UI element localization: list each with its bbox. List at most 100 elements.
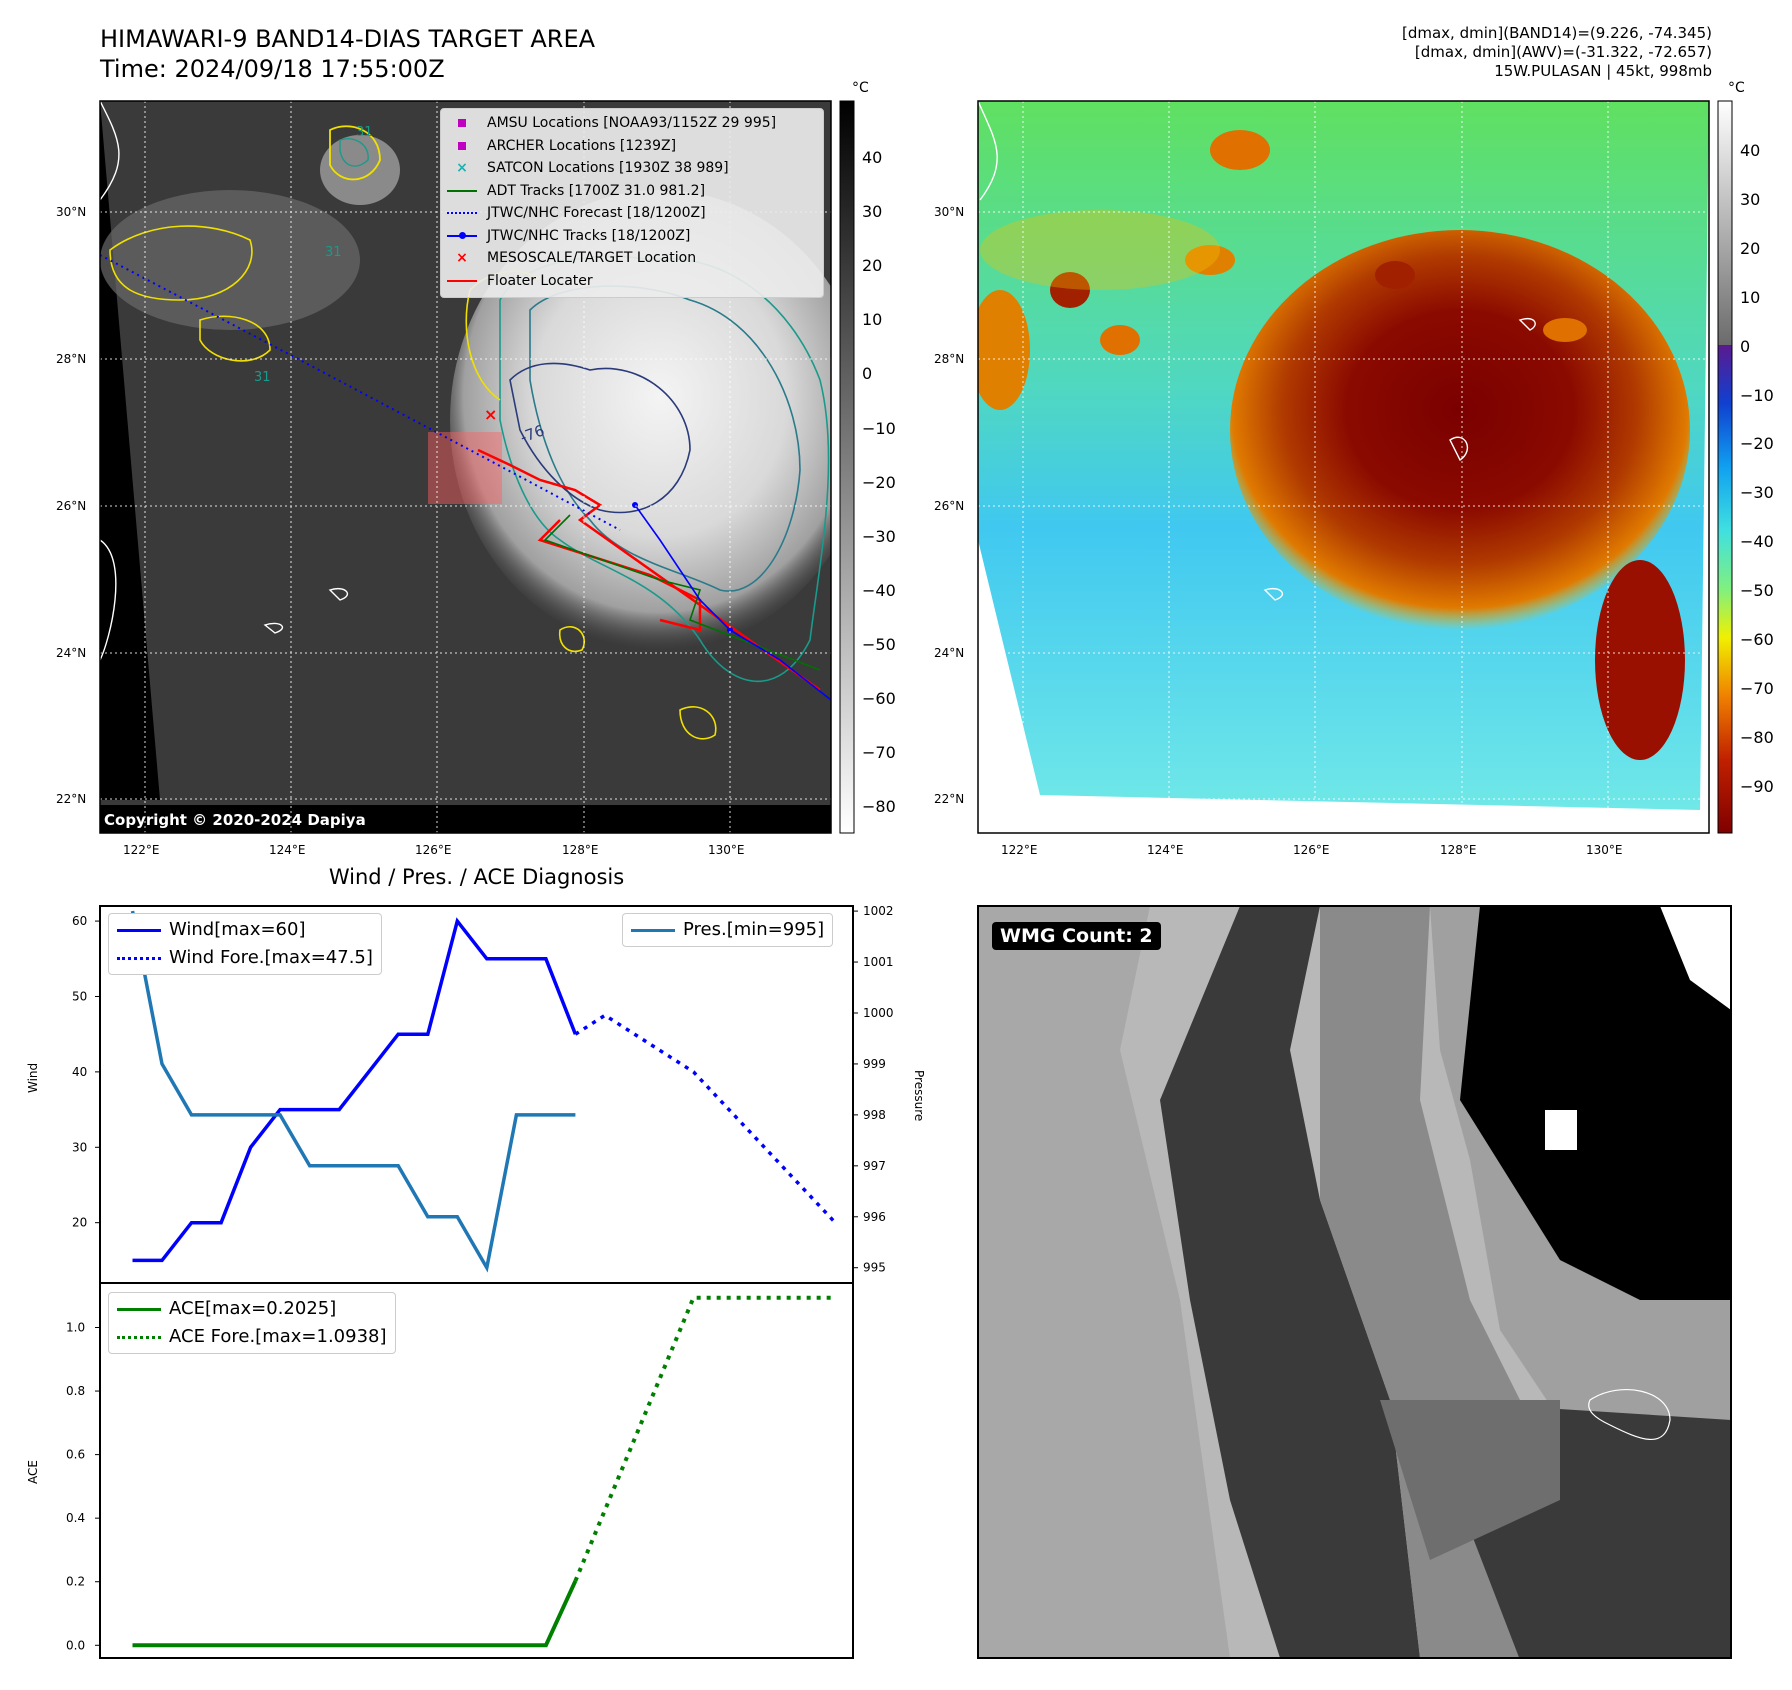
ace-ylabel: ACE: [26, 1460, 40, 1484]
awv-colorbar-tick: −10: [1740, 385, 1774, 405]
ace-ytick-label: 0.4: [66, 1511, 85, 1525]
awv-colorbar-tick: −30: [1740, 483, 1774, 503]
legend-label: JTWC/NHC Tracks [18/1200Z]: [487, 227, 691, 244]
legend-label: JTWC/NHC Forecast [18/1200Z]: [487, 205, 706, 222]
legend-swatch-ace: [117, 1307, 161, 1311]
ytick-label: 30: [72, 1140, 87, 1154]
ir-colorbar-tick: −10: [862, 418, 896, 438]
awv-colorbar-tick: −70: [1740, 678, 1774, 698]
lon-label: 124°E: [1147, 843, 1184, 857]
awv-colorbar-tick: −90: [1740, 776, 1774, 796]
ace-ytick-label: 0.0: [66, 1638, 85, 1652]
lat-label: 30°N: [56, 205, 87, 219]
contour-label: 31: [356, 125, 373, 140]
wind-pressure-plot: 20 30 40 50 60 995 996 997 998 999 1000 1001 1002: [72, 904, 894, 1275]
ir-colorbar-tick: 30: [862, 202, 883, 222]
ytick-label: 20: [72, 1216, 87, 1230]
awv-colorbar-unit: °C: [1728, 80, 1745, 96]
awv-image: [978, 101, 1709, 833]
lon-label: 128°E: [562, 843, 599, 857]
lon-label: 126°E: [1293, 843, 1330, 857]
lat-label: 30°N: [934, 205, 965, 219]
ace-ytick-label: 0.6: [66, 1448, 85, 1462]
legend-entry: AMSU Locations [NOAA93/1152Z 29 995]: [447, 112, 817, 135]
awv-colorbar-bottom: [1718, 345, 1732, 833]
ir-title-line1: HIMAWARI-9 BAND14-DIAS TARGET AREA: [100, 25, 596, 53]
lat-label: 24°N: [934, 646, 965, 660]
awv-colorbar-tick: 40: [1740, 141, 1761, 160]
legend-label-wind: Wind[max=60]: [169, 919, 306, 940]
lon-label: 122°E: [1001, 843, 1038, 857]
awv-info-line3: 15W.PULASAN | 45kt, 998mb: [1494, 62, 1712, 80]
awv-colorbar-tick: 20: [1740, 238, 1761, 258]
ytick-right-label: 1001: [863, 955, 894, 969]
ytick-right-label: 996: [863, 1210, 886, 1224]
lon-label: 124°E: [269, 843, 306, 857]
ir-colorbar-tick: 20: [862, 256, 883, 276]
copyright-text: Copyright © 2020-2024 Dapiya: [104, 811, 366, 829]
lat-label: 28°N: [934, 352, 965, 366]
legend-entry: Floater Locater: [447, 270, 817, 293]
ytick-right-label: 998: [863, 1108, 886, 1122]
wind-ylabel: Wind: [26, 1062, 40, 1093]
svg-text:×: ×: [484, 405, 497, 424]
legend-marker: [447, 115, 477, 131]
awv-info-line2: [dmax, dmin](AWV)=(-31.322, -72.657): [1414, 43, 1712, 61]
wmg-count-label: WMG Count: 2: [992, 922, 1161, 950]
awv-colorbar-top: [1718, 101, 1732, 345]
series-line-1: [574, 1013, 837, 1224]
wmg-image: [978, 906, 1731, 1658]
legend-label-ace: ACE[max=0.2025]: [169, 1298, 337, 1319]
lon-label: 122°E: [123, 843, 160, 857]
ir-colorbar-tick: 0: [862, 364, 873, 384]
awv-colorbar-tick: 10: [1740, 287, 1761, 307]
ir-colorbar-tick: −40: [862, 580, 896, 600]
pressure-ylabel: Pressure: [912, 1070, 926, 1122]
awv-colorbar-tick: −60: [1740, 630, 1774, 649]
lat-label: 26°N: [56, 499, 87, 513]
lon-label: 130°E: [708, 843, 745, 857]
legend-entry: ADT Tracks [1700Z 31.0 981.2]: [447, 180, 817, 203]
legend-label: SATCON Locations [1930Z 38 989]: [487, 160, 729, 177]
lat-label: 26°N: [934, 499, 965, 513]
legend-label: AMSU Locations [NOAA93/1152Z 29 995]: [487, 115, 777, 132]
ir-colorbar-tick: 40: [862, 148, 883, 167]
legend-entry: JTWC/NHC Tracks [18/1200Z]: [447, 225, 817, 248]
awv-colorbar-tick: −80: [1740, 727, 1774, 747]
awv-colorbar-tick: 30: [1740, 189, 1761, 209]
ir-colorbar-tick: −80: [862, 797, 896, 817]
ir-colorbar-tick: 10: [862, 310, 883, 330]
legend-label-wind-forecast: Wind Fore.[max=47.5]: [169, 947, 373, 968]
ace-ytick-label: 1.0: [66, 1320, 85, 1334]
legend-swatch-ace-forecast: [117, 1335, 161, 1339]
ytick-label: 40: [72, 1065, 87, 1079]
ir-colorbar-tick: −60: [862, 689, 896, 708]
awv-colorbar-tick: −40: [1740, 532, 1774, 552]
legend-label: ADT Tracks [1700Z 31.0 981.2]: [487, 182, 706, 199]
ir-colorbar: [839, 100, 855, 834]
pressure-legend: Pres.[min=995]: [622, 913, 834, 947]
ir-colorbar-unit: °C: [852, 80, 869, 96]
series-line-2: [130, 910, 576, 1273]
ace-series-line-1: [573, 1295, 836, 1582]
ir-colorbar-tick: −50: [862, 634, 896, 654]
ace-plot: 0.0 0.2 0.4 0.6 0.8 1.0: [66, 1295, 836, 1652]
legend-swatch-wind-forecast: [117, 956, 161, 960]
lon-label: 130°E: [1586, 843, 1623, 857]
legend-marker: [447, 183, 477, 199]
legend-marker: ×: [456, 160, 468, 177]
ytick-label: 60: [72, 914, 87, 928]
ace-ytick-label: 0.2: [66, 1575, 85, 1589]
awv-info: [dmax, dmin](BAND14)=(9.226, -74.345) [d…: [1402, 24, 1712, 81]
ytick-right-label: 997: [863, 1159, 886, 1173]
ir-title-line2: Time: 2024/09/18 17:55:00Z: [100, 55, 445, 83]
legend-entry: × SATCON Locations [1930Z 38 989]: [447, 157, 817, 180]
awv-colorbar-tick: −20: [1740, 434, 1774, 454]
ytick-right-label: 999: [863, 1057, 886, 1071]
legend-label: ARCHER Locations [1239Z]: [487, 137, 677, 154]
legend-label-pressure: Pres.[min=995]: [683, 919, 825, 940]
legend-label-ace-forecast: ACE Fore.[max=1.0938]: [169, 1326, 387, 1347]
ir-legend: AMSU Locations [NOAA93/1152Z 29 995] ARCH…: [440, 108, 824, 298]
legend-label: Floater Locater: [487, 272, 593, 289]
